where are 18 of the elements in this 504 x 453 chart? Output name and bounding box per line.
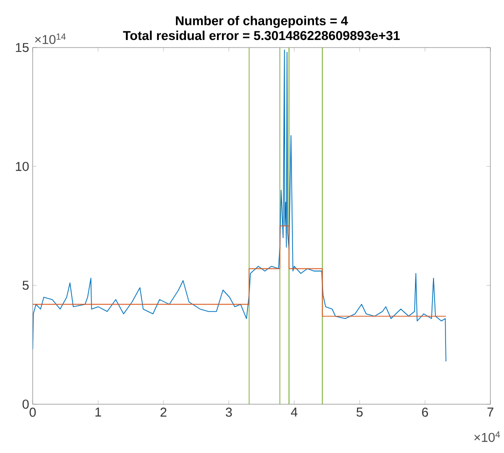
chart-title: Number of changepoints = 4: [176, 16, 348, 28]
x-tick-label: 4: [290, 408, 298, 417]
y-tick-label: 0: [22, 400, 29, 409]
text: ×10$^{4}$: [474, 431, 500, 442]
x-tick-label: 1: [95, 408, 102, 417]
x-tick-label: 5: [356, 408, 363, 417]
y-tick-label: 5: [22, 280, 29, 290]
text: ×10$^{14}$: [35, 34, 66, 44]
line-series: [32, 226, 446, 317]
chart-subtitle: Total residual error = 5.301486228609893e+31: [123, 30, 400, 40]
x-tick-label: 6: [422, 408, 428, 417]
x-tick-label: 2: [160, 408, 166, 417]
x-tick-label: 0: [30, 408, 36, 417]
x-tick-label: 7: [487, 408, 494, 417]
y-tick-label: 15: [16, 43, 29, 52]
y-tick-label: 10: [16, 162, 29, 172]
line-series: [32, 50, 446, 362]
x-tick-label: 3: [226, 408, 232, 417]
